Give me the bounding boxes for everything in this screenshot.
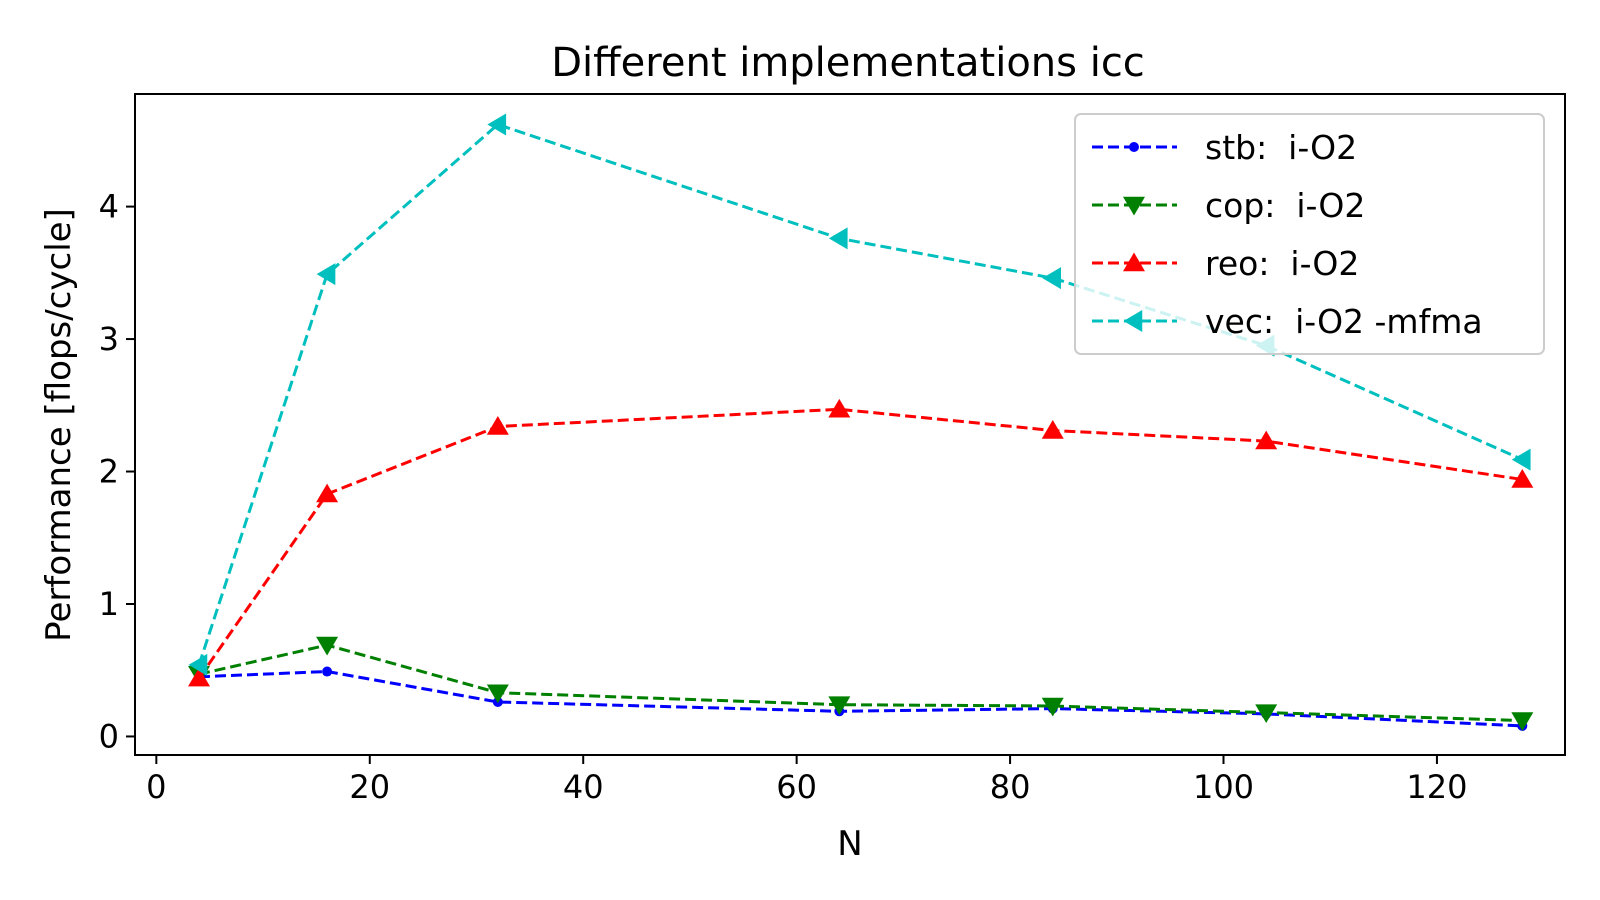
legend-item: reo: i-O2 [1092,244,1359,283]
y-axis-label: Performance [flops/cycle] [39,208,79,642]
legend-item: vec: i-O2 -mfma [1092,302,1483,341]
plot-frame [134,93,1566,756]
legend-marker [1123,310,1143,332]
data-point [828,696,851,716]
y-tick-label: 3 [99,320,119,358]
data-point [487,113,507,136]
y-tick-label: 1 [99,585,119,623]
legend-marker [1123,252,1145,272]
legend-label: cop: i-O2 [1205,186,1365,225]
data-point [828,398,851,418]
x-axis: 0 20 40 60 80 100 120 [146,755,1467,806]
data-point [316,483,339,503]
data-point [828,227,848,250]
data-point [486,684,509,704]
data-point [486,416,509,435]
data-point [1042,267,1062,290]
x-tick-label: 40 [563,768,604,806]
data-point [188,653,208,676]
x-tick-label: 80 [990,768,1031,806]
y-tick-label: 0 [99,717,119,755]
y-tick-label: 4 [99,188,119,226]
x-tick-label: 0 [146,768,166,806]
data-point [316,263,336,286]
legend-label: stb: i-O2 [1205,128,1357,167]
data-point [316,636,339,656]
data-point [1511,712,1534,732]
plot-area [188,113,1534,732]
data-point [188,667,211,687]
x-tick-label: 120 [1406,768,1467,806]
series-2 [188,398,1534,687]
series-line [198,669,1523,728]
series-0 [194,666,1528,731]
series-line [197,407,1523,680]
data-point [1511,448,1531,471]
chart-title: Different implementations icc [551,40,1145,86]
data-point [1041,697,1064,717]
legend-box [1074,113,1545,355]
legend-label: reo: i-O2 [1205,244,1359,283]
y-tick-label: 2 [99,453,119,491]
legend-marker [1129,142,1139,152]
legend-marker [1123,196,1145,216]
y-axis: 0 1 2 3 4 [99,188,135,755]
x-tick-label: 100 [1193,768,1254,806]
x-axis-label: N [837,824,862,864]
legend: stb: i-O2 cop: i-O2 reo: i-O2 vec: i-O2 -mf… [1074,113,1545,355]
legend-item: cop: i-O2 [1092,186,1365,225]
data-point [1255,704,1278,724]
data-point [1511,469,1534,488]
data-point [1255,430,1278,450]
data-point [1041,420,1064,439]
x-tick-label: 20 [349,768,390,806]
legend-label: vec: i-O2 -mfma [1205,302,1483,341]
x-tick-label: 60 [776,768,817,806]
data-point [322,666,333,677]
legend-item: stb: i-O2 [1092,128,1357,167]
